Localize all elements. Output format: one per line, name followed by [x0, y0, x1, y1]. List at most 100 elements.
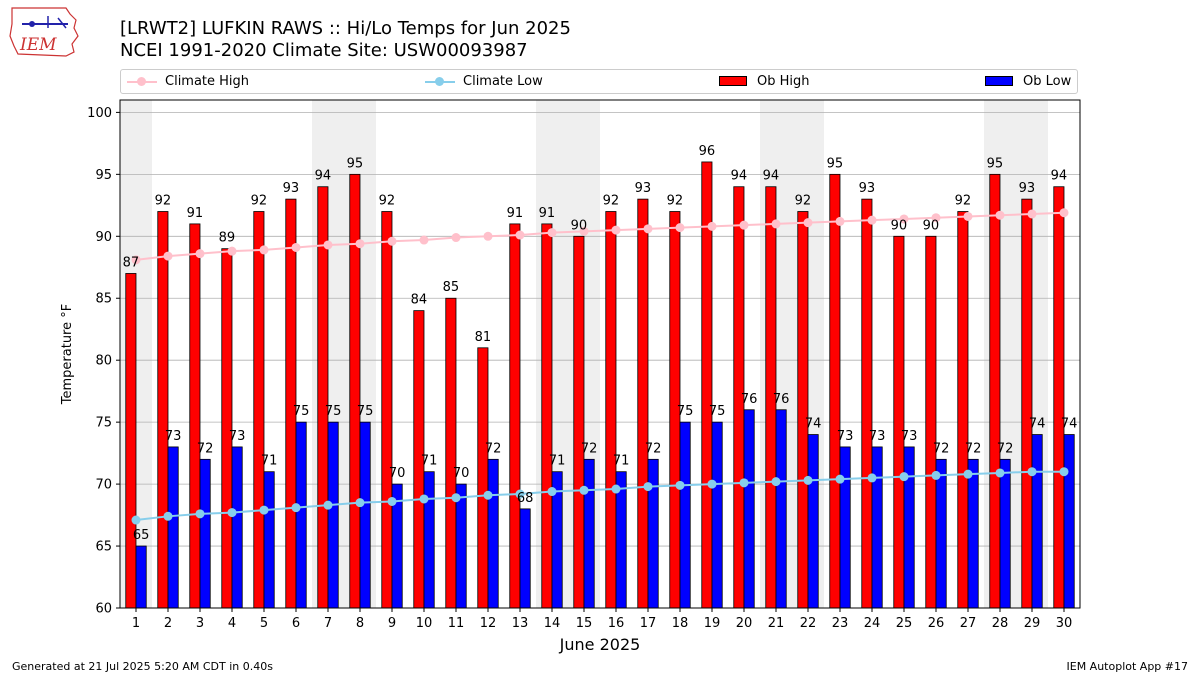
ob-high-label: 92: [955, 194, 972, 209]
ob-high-label: 94: [1051, 169, 1068, 184]
svg-text:IEM: IEM: [19, 35, 57, 55]
ob-low-label: 75: [709, 404, 726, 419]
x-tick-label: 7: [324, 616, 332, 631]
ob-high-bar: [477, 347, 489, 609]
climate-high-point: [1027, 209, 1037, 219]
legend-label: Climate Low: [463, 74, 543, 89]
x-tick-label: 8: [356, 616, 364, 631]
climate-low-point: [1027, 467, 1037, 477]
app-footer: IEM Autoplot App #17: [1066, 660, 1189, 673]
y-tick-label: 85: [95, 292, 112, 307]
legend-label: Ob Low: [1023, 74, 1072, 89]
ob-low-label: 75: [293, 404, 310, 419]
ob-high-label: 85: [443, 280, 460, 295]
climate-high-point: [899, 214, 909, 224]
climate-low-point: [707, 479, 717, 489]
x-tick-label: 18: [672, 616, 689, 631]
ob-high-label: 90: [923, 218, 940, 233]
ob-low-label: 74: [1029, 417, 1046, 432]
climate-high-point: [483, 231, 493, 241]
x-tick-label: 20: [736, 616, 753, 631]
ob-high-label: 94: [315, 169, 332, 184]
ob-low-label: 74: [1061, 417, 1078, 432]
climate-low-point: [227, 508, 237, 518]
climate-high-point: [227, 246, 237, 256]
climate-high-marker-icon: [137, 77, 146, 86]
ob-high-label: 93: [635, 181, 652, 196]
x-tick-label: 24: [864, 616, 881, 631]
climate-low-line: [135, 470, 1064, 522]
climate-high-line: [135, 211, 1065, 261]
ob-high-label: 96: [699, 144, 716, 159]
ob-low-label: 75: [677, 404, 694, 419]
ob-low-label: 75: [325, 404, 342, 419]
ob-high-bar: [925, 235, 937, 609]
x-tick-label: 30: [1056, 616, 1073, 631]
ob-low-bar: [263, 471, 275, 609]
climate-high-point: [771, 219, 781, 229]
ob-low-label: 76: [773, 392, 790, 407]
climate-low-point: [995, 468, 1005, 478]
ob-low-bar: [199, 458, 211, 609]
x-tick-label: 11: [448, 616, 465, 631]
climate-low-point: [259, 505, 269, 515]
ob-high-label: 90: [891, 218, 908, 233]
x-tick-label: 12: [480, 616, 497, 631]
climate-high-point: [611, 225, 621, 235]
climate-low-point: [483, 490, 493, 500]
ob-low-label: 71: [549, 454, 566, 469]
ob-high-label: 84: [411, 293, 428, 308]
x-tick-label: 28: [992, 616, 1009, 631]
x-tick-label: 15: [576, 616, 593, 631]
climate-low-point: [803, 475, 813, 485]
x-tick-label: 10: [416, 616, 433, 631]
climate-low-point: [291, 503, 301, 513]
ob-high-label: 93: [1019, 181, 1036, 196]
ob-high-bar: [1021, 198, 1033, 609]
ob-high-bar: [381, 211, 393, 609]
ob-low-label: 73: [901, 429, 918, 444]
climate-low-point: [579, 485, 589, 495]
ob-low-label: 73: [869, 429, 886, 444]
climate-low-point: [931, 470, 941, 480]
ob-high-swatch: [719, 76, 747, 86]
ob-low-label: 71: [421, 454, 438, 469]
ob-low-bar: [455, 483, 467, 609]
climate-high-point: [963, 211, 973, 221]
ob-low-bar: [167, 446, 179, 609]
y-tick-label: 95: [95, 168, 112, 183]
ob-high-label: 95: [827, 156, 844, 171]
climate-high-point: [451, 233, 461, 243]
ob-high-bar: [637, 198, 649, 609]
x-tick-label: 16: [608, 616, 625, 631]
ob-low-bar: [935, 458, 947, 609]
y-tick-label: 100: [87, 106, 112, 121]
ob-low-label: 65: [133, 528, 150, 543]
ob-low-bar: [999, 458, 1011, 609]
ob-high-label: 94: [731, 169, 748, 184]
ob-low-label: 75: [357, 404, 374, 419]
ob-high-label: 91: [187, 206, 204, 221]
ob-high-bar: [349, 173, 361, 609]
x-tick-label: 26: [928, 616, 945, 631]
x-tick-label: 9: [388, 616, 396, 631]
climate-low-point: [675, 480, 685, 490]
climate-high-point: [739, 220, 749, 230]
plot-frame: [119, 99, 1081, 609]
ob-low-bar: [487, 458, 499, 609]
ob-high-bar: [125, 273, 137, 609]
ob-high-bar: [829, 173, 841, 609]
climate-low-point: [387, 496, 397, 506]
ob-low-bar: [903, 446, 915, 609]
climate-low-point: [355, 498, 365, 508]
y-tick-label: 65: [95, 540, 112, 555]
ob-high-label: 87: [123, 255, 140, 270]
ob-high-label: 95: [347, 156, 364, 171]
climate-low-point: [643, 482, 653, 492]
ob-low-bar: [967, 458, 979, 609]
chart-subtitle: NCEI 1991-2020 Climate Site: USW00093987: [120, 40, 528, 61]
climate-low-point: [163, 511, 173, 521]
climate-low-point: [771, 477, 781, 487]
climate-high-point: [643, 224, 653, 234]
